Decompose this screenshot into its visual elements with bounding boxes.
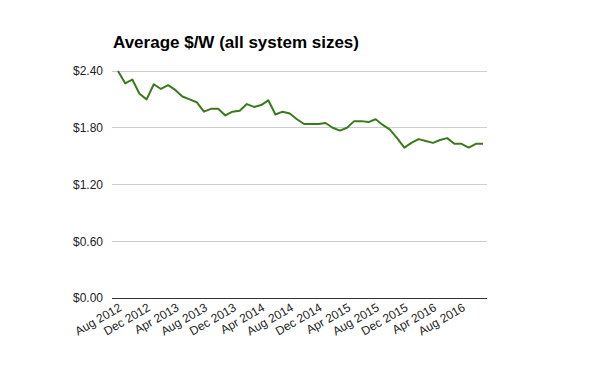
grid [112,71,487,298]
grid-line [112,298,487,299]
x-tick-label: Aug 2016 [416,300,468,338]
chart: Average $/W (all system sizes) $0.00 $0.60… [0,0,600,371]
grid-line [112,127,487,128]
y-tick: $2.40 [73,64,103,78]
y-tick-label: $0.00 [73,291,103,305]
x-axis: Aug 2012Dec 2012Apr 2013Aug 2013Dec 2013… [72,298,483,338]
grid-line [112,184,487,185]
data-line [118,71,483,148]
y-tick: $0.00 [73,291,103,305]
y-tick-label: $2.40 [73,64,103,78]
grid-line [112,241,487,242]
y-tick: $1.80 [73,121,103,135]
y-axis-line [103,72,104,299]
y-tick: $1.20 [73,178,103,192]
plot-area [118,71,483,148]
grid-line [112,71,487,72]
y-axis: $0.00 $0.60 $1.20 $1.80 $2.40 [73,64,104,305]
y-tick-label: $0.60 [73,235,103,249]
x-tick: Aug 2016 [416,298,468,338]
x-axis-line [119,298,484,299]
y-tick-label: $1.20 [73,178,103,192]
y-tick-label: $1.80 [73,121,103,135]
title: Average $/W (all system sizes) [113,33,359,52]
y-tick: $0.60 [73,235,103,249]
